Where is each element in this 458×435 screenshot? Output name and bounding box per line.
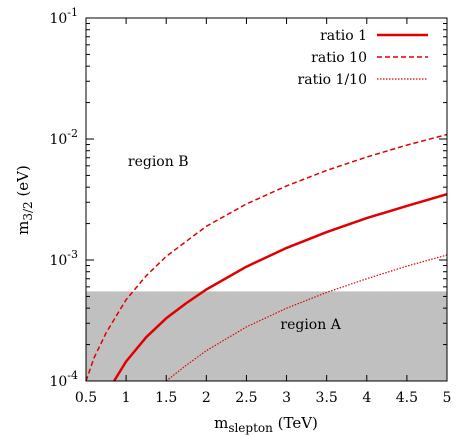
y-axis-label-unit: (eV) xyxy=(14,165,32,201)
y-axis: 10-4 10-3 10-2 10-1 xyxy=(49,6,447,390)
series-layer xyxy=(85,133,448,382)
x-tick-label: 1.5 xyxy=(155,390,177,406)
x-axis: 0.5 1 1.5 2 2.5 3 3.5 4 4.5 5 xyxy=(75,18,452,406)
x-axis-label-unit: (TeV) xyxy=(273,414,318,432)
y-axis-label-main: m xyxy=(14,221,32,235)
series-line-solid xyxy=(113,193,448,382)
x-tick-label: 0.5 xyxy=(75,390,97,406)
x-tick-label: 2.5 xyxy=(235,390,257,406)
y-tick-label: 10-1 xyxy=(49,6,78,27)
region-b-label: region B xyxy=(128,154,189,170)
y-tick-label: 10-2 xyxy=(49,127,78,148)
x-axis-label: mslepton (TeV) xyxy=(214,414,318,435)
shaded-region-a xyxy=(86,291,447,381)
y-axis-label: m3/2 (eV) xyxy=(14,165,35,235)
legend-label: ratio 1/10 xyxy=(298,72,367,88)
y-axis-label-sub: 3/2 xyxy=(21,201,35,220)
x-axis-label-sub: slepton xyxy=(228,421,273,435)
y-tick-label: 10-3 xyxy=(49,248,78,269)
x-tick-label: 1 xyxy=(122,390,131,406)
series-line-dotted xyxy=(165,254,448,382)
x-axis-label-main: m xyxy=(214,414,228,432)
legend-label: ratio 1 xyxy=(320,28,367,44)
x-tick-label: 4 xyxy=(362,390,371,406)
region-a-label: region A xyxy=(280,317,341,333)
x-tick-label: 4.5 xyxy=(396,390,418,406)
legend-label: ratio 10 xyxy=(311,50,367,66)
plot-frame xyxy=(85,17,448,382)
legend: ratio 1 ratio 10 ratio 1/10 xyxy=(298,28,428,88)
x-tick-label: 5 xyxy=(443,390,452,406)
x-tick-label: 3 xyxy=(282,390,291,406)
y-tick-label: 10-4 xyxy=(49,369,78,390)
series-line-dashed xyxy=(85,133,448,382)
x-tick-label: 3.5 xyxy=(316,390,338,406)
x-tick-label: 2 xyxy=(202,390,211,406)
